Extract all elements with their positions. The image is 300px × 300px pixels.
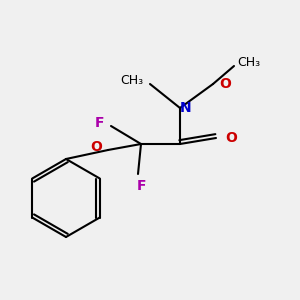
Text: F: F [94,116,104,130]
Text: CH₃: CH₃ [120,74,144,88]
Text: F: F [136,179,146,193]
Text: N: N [180,101,192,115]
Text: O: O [90,140,102,154]
Text: O: O [219,77,231,91]
Text: CH₃: CH₃ [237,56,261,70]
Text: O: O [225,131,237,145]
